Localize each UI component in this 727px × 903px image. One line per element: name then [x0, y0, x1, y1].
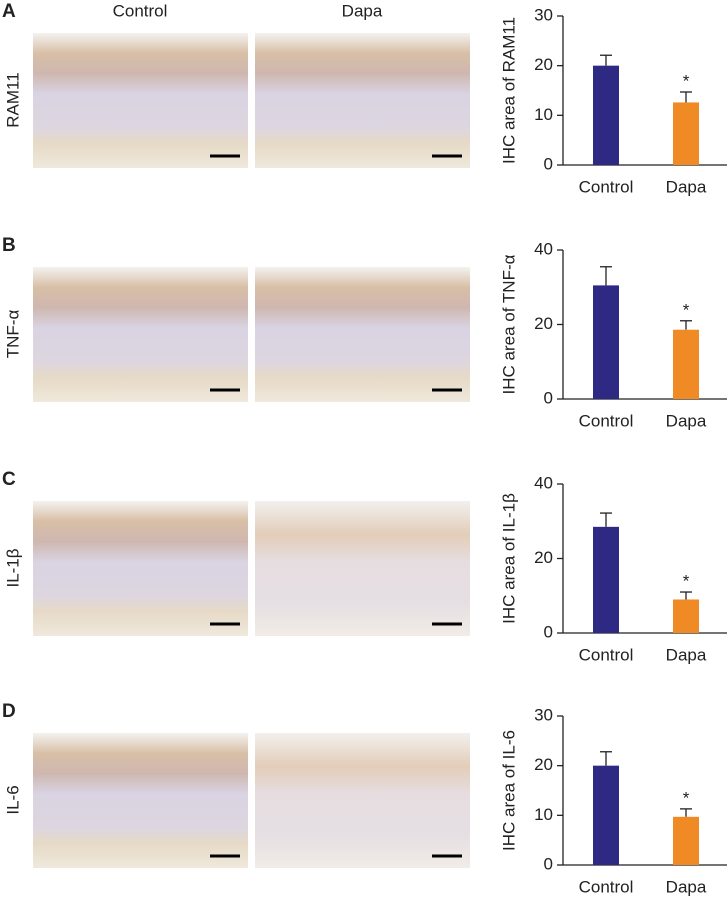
y-tick-label: 0	[544, 622, 553, 641]
y-tick-label: 0	[544, 154, 553, 173]
significance-mark: *	[683, 71, 690, 90]
micrograph	[255, 33, 470, 168]
y-tick-label: 0	[544, 854, 553, 873]
y-tick-label: 20	[534, 314, 553, 333]
micrograph	[255, 733, 470, 868]
x-tick-label: Dapa	[666, 645, 707, 664]
micrograph	[33, 501, 248, 636]
bar	[593, 765, 619, 865]
x-tick-label: Control	[579, 411, 634, 430]
bar	[593, 285, 619, 399]
micrograph	[255, 501, 470, 636]
significance-mark: *	[683, 788, 690, 807]
y-axis-label: IHC area of IL-6	[499, 730, 518, 851]
significance-mark: *	[683, 572, 690, 591]
bar	[593, 526, 619, 633]
y-axis-label: IHC area of TNF-α	[499, 254, 518, 394]
y-tick-label: 30	[534, 5, 553, 24]
y-tick-label: 20	[534, 755, 553, 774]
y-axis-label: IHC area of RAM11	[499, 17, 518, 164]
y-tick-label: 20	[534, 55, 553, 74]
micrograph	[33, 267, 248, 402]
x-tick-label: Dapa	[666, 411, 707, 430]
panel-letter: C	[2, 469, 16, 490]
panel-letter: A	[2, 1, 16, 22]
bar	[673, 329, 699, 399]
panel-letter: B	[2, 235, 16, 256]
x-tick-label: Control	[579, 645, 634, 664]
column-header: Control	[113, 1, 168, 20]
y-tick-label: 30	[534, 705, 553, 724]
bar	[673, 816, 699, 865]
x-tick-label: Control	[579, 877, 634, 896]
micrograph	[255, 267, 470, 402]
bar	[673, 599, 699, 633]
row-label: IL-1β	[3, 548, 22, 587]
significance-mark: *	[683, 300, 690, 319]
y-tick-label: 40	[534, 473, 553, 492]
y-tick-label: 0	[544, 388, 553, 407]
panel-letter: D	[2, 701, 16, 722]
y-tick-label: 10	[534, 105, 553, 124]
x-tick-label: Control	[579, 177, 634, 196]
bar	[673, 102, 699, 165]
row-label: RAM11	[3, 72, 22, 127]
micrograph	[33, 733, 248, 868]
x-tick-label: Dapa	[666, 177, 707, 196]
column-header: Dapa	[342, 1, 383, 20]
y-tick-label: 10	[534, 805, 553, 824]
y-tick-label: 40	[534, 239, 553, 258]
bar	[593, 65, 619, 165]
row-label: TNF-α	[3, 310, 22, 359]
y-tick-label: 20	[534, 548, 553, 567]
x-tick-label: Dapa	[666, 877, 707, 896]
row-label: IL-6	[3, 785, 22, 814]
y-axis-label: IHC area of IL-1β	[499, 493, 518, 624]
micrograph	[33, 33, 248, 168]
